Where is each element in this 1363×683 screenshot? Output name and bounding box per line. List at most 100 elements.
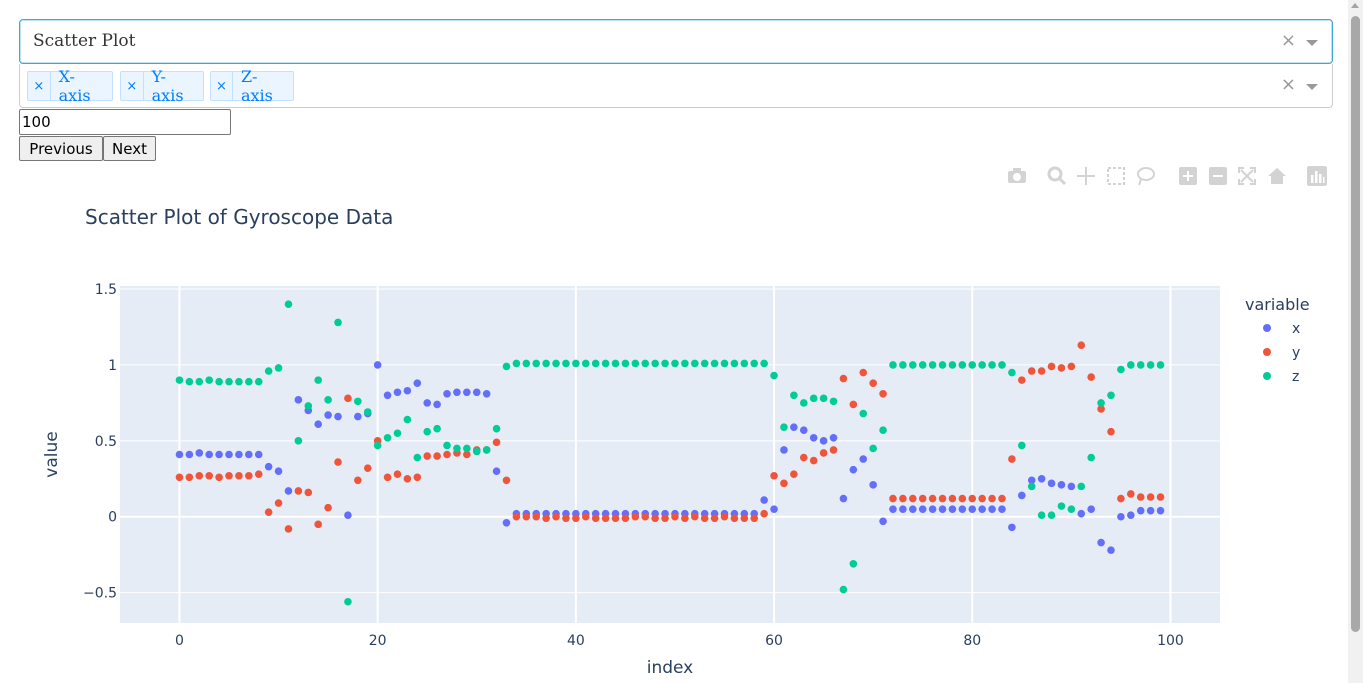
data-point[interactable] [334,458,342,466]
data-point[interactable] [363,464,372,472]
data-point[interactable] [314,376,322,384]
data-point[interactable] [1057,364,1066,372]
data-point[interactable] [254,450,263,459]
data-point[interactable] [809,434,818,442]
data-point[interactable] [720,512,729,521]
data-point[interactable] [453,444,461,453]
data-point[interactable] [849,559,858,568]
data-point[interactable] [195,449,204,457]
data-point[interactable] [344,511,352,520]
data-point[interactable] [1037,367,1046,375]
data-point[interactable] [185,377,194,386]
data-point[interactable] [1117,512,1125,521]
data-point[interactable] [463,444,471,453]
data-point[interactable] [1018,491,1026,500]
data-point[interactable] [413,473,422,482]
data-point[interactable] [215,377,223,386]
data-point[interactable] [1018,376,1026,384]
chip-remove-icon[interactable]: × [121,72,144,100]
data-point[interactable] [968,361,977,369]
data-point[interactable] [344,597,352,606]
data-point[interactable] [284,487,293,495]
data-point[interactable] [760,359,768,368]
data-point[interactable] [1107,427,1115,436]
data-point[interactable] [502,476,511,485]
clear-icon[interactable]: × [1280,74,1296,95]
data-point[interactable] [928,361,937,369]
data-point[interactable] [651,514,659,523]
data-point[interactable] [760,496,768,504]
data-point[interactable] [433,400,441,409]
data-point[interactable] [482,389,491,398]
data-point[interactable] [1008,368,1016,377]
data-point[interactable] [809,394,818,403]
chevron-down-icon[interactable] [1306,84,1318,90]
data-point[interactable] [225,471,233,480]
data-point[interactable] [978,361,986,369]
pan-icon[interactable] [1075,165,1097,187]
data-point[interactable] [1127,490,1135,498]
data-point[interactable] [869,481,877,489]
data-point[interactable] [1077,482,1086,491]
data-point[interactable] [274,467,283,475]
data-point[interactable] [1018,441,1026,450]
data-point[interactable] [284,300,293,309]
data-point[interactable] [373,441,382,450]
data-point[interactable] [928,505,937,513]
data-point[interactable] [1087,505,1095,513]
data-point[interactable] [383,391,392,400]
data-point[interactable] [958,505,967,513]
data-point[interactable] [730,514,739,523]
data-point[interactable] [641,512,650,521]
data-point[interactable] [918,505,927,513]
data-point[interactable] [344,394,352,403]
data-point[interactable] [235,471,243,480]
data-point[interactable] [918,361,927,369]
data-point[interactable] [205,471,213,480]
data-point[interactable] [522,359,531,368]
data-point[interactable] [839,585,848,594]
data-point[interactable] [591,514,600,523]
data-point[interactable] [740,359,749,368]
data-point[interactable] [1027,482,1036,491]
data-point[interactable] [859,409,868,418]
data-point[interactable] [780,479,788,488]
data-point[interactable] [1067,505,1076,513]
data-point[interactable] [354,397,362,406]
data-point[interactable] [205,450,213,459]
data-point[interactable] [988,361,996,369]
data-point[interactable] [601,514,610,523]
data-point[interactable] [581,512,590,521]
data-point[interactable] [472,388,481,397]
data-point[interactable] [492,424,501,433]
data-point[interactable] [433,424,441,433]
autoscale-icon[interactable] [1236,165,1258,187]
data-point[interactable] [225,377,233,386]
data-point[interactable] [829,397,838,406]
data-point[interactable] [859,368,868,377]
data-point[interactable] [274,364,283,372]
data-point[interactable] [354,412,362,421]
data-point[interactable] [1127,361,1135,369]
data-point[interactable] [869,444,877,453]
data-point[interactable] [770,505,778,513]
data-point[interactable] [948,494,957,503]
scroll-up-icon[interactable] [1351,3,1359,8]
data-point[interactable] [968,494,977,503]
data-point[interactable] [988,505,996,513]
data-point[interactable] [899,494,907,503]
data-point[interactable] [839,374,848,383]
data-point[interactable] [1037,474,1046,483]
data-point[interactable] [1136,361,1145,369]
data-point[interactable] [879,389,887,398]
data-point[interactable] [274,499,283,507]
data-point[interactable] [671,512,679,521]
data-point[interactable] [710,359,719,368]
data-point[interactable] [1037,511,1046,520]
data-point[interactable] [1008,455,1016,463]
data-point[interactable] [264,462,273,471]
data-point[interactable] [720,359,729,368]
data-point[interactable] [294,487,303,495]
chevron-down-icon[interactable] [1306,40,1318,46]
data-point[interactable] [1127,511,1135,520]
